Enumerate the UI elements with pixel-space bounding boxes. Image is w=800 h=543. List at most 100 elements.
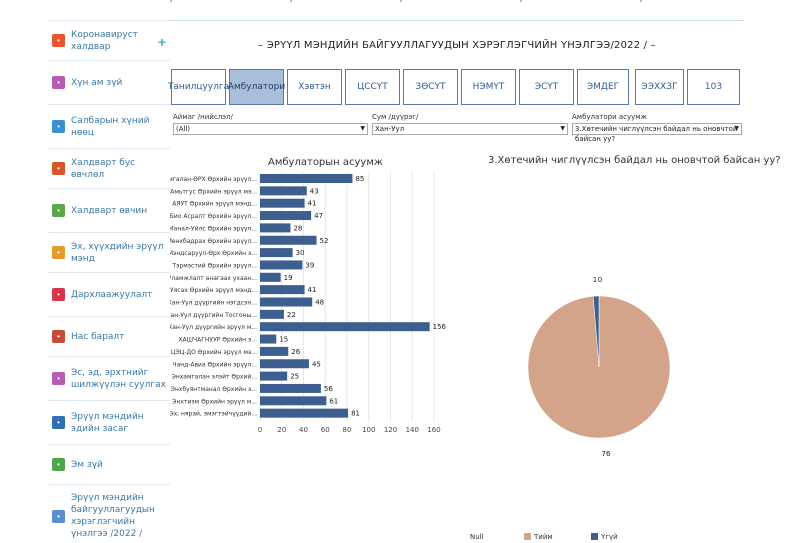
finance-icon: •	[52, 416, 65, 429]
category-label: Тэрмэстий Өрхийн эрүүл...	[171, 262, 257, 269]
pie-value-label: 76	[602, 450, 611, 458]
x-tick-label: 20	[277, 426, 286, 434]
sidebar-item-6[interactable]: • Эх, хүүхдийн эрүүл мэнд	[48, 233, 170, 273]
bar-value-label: 26	[291, 348, 300, 356]
category-label: Хан-Уул дүүргийн Тосгоны...	[170, 312, 257, 319]
bar-value-label: 30	[296, 249, 305, 257]
tab-5[interactable]: ЗӨСҮТ	[403, 69, 458, 105]
bar[interactable]	[260, 309, 284, 319]
filter-select-1[interactable]: (All) ▼	[173, 123, 368, 135]
expand-plus-icon[interactable]: +	[157, 34, 166, 50]
pie-chart-title: 3.Хөтечийн чиглүүлсэн байдал нь оновчтой…	[488, 155, 781, 166]
category-label: Амьтгус Өрхийн эрүүл мэ...	[170, 188, 257, 195]
filter-value: Хан-Уул	[375, 125, 405, 133]
legend-label: Үгүй	[600, 533, 618, 541]
sidebar-item-11[interactable]: • Эм зүй	[48, 445, 170, 485]
bar-value-label: 15	[279, 336, 288, 344]
sidebar-item-1[interactable]: • Коронавируст халдвар +	[48, 21, 170, 61]
legend-item[interactable]: Тийм	[524, 533, 553, 541]
bar[interactable]	[260, 359, 309, 369]
legend-item[interactable]: Үгүй	[591, 533, 618, 541]
bar-value-label: 48	[315, 299, 324, 307]
filter-label-1: Аймаг /нийслэл/	[173, 113, 233, 121]
category-label: Хан-Уул дүүргийн нэгдсэн...	[170, 300, 257, 307]
pie-slice[interactable]	[592, 295, 600, 368]
bar-value-label: 41	[308, 200, 317, 208]
bar[interactable]	[260, 383, 321, 393]
sidebar-item-3[interactable]: • Салбарын хүний нөөц	[48, 105, 170, 149]
bar[interactable]	[260, 334, 277, 344]
bar-value-label: 45	[312, 360, 321, 368]
tab-8[interactable]: ЭМДЕГ	[577, 69, 629, 105]
tab-9[interactable]: ЭЭХХЗГ	[635, 69, 684, 105]
bar[interactable]	[260, 396, 327, 406]
sidebar-item-label: Салбарын хүний нөөц	[71, 115, 150, 138]
category-label: АЯУТ Өрхийн эрүүл мэнд...	[172, 201, 257, 208]
sidebar-item-4[interactable]: • Халдварт бус өвчлөл	[48, 149, 170, 189]
category-label: Энхбуянтманал Өрхийн э...	[171, 386, 257, 393]
tab-4[interactable]: ЦССҮТ	[345, 69, 400, 105]
chevron-down-icon: ▼	[360, 125, 365, 132]
bar[interactable]	[260, 174, 353, 183]
tab-10[interactable]: 103	[687, 69, 740, 105]
bar[interactable]	[260, 346, 289, 356]
bar-value-label: 22	[287, 311, 296, 319]
sidebar-item-label: Коронавируст халдвар	[71, 29, 138, 52]
bar[interactable]	[260, 248, 293, 258]
bar[interactable]	[260, 211, 312, 221]
tab-3[interactable]: Хэвтэн	[287, 69, 342, 105]
sidebar-item-10[interactable]: • Эрүүл мэндийн эдийн засаг	[48, 401, 170, 445]
bar-value-label: 47	[314, 212, 323, 220]
category-label: Чанд-Авиа Өрхийн эрүүл...	[172, 361, 257, 368]
sidebar-item-label: Хүн ам зүй	[71, 77, 123, 88]
bar[interactable]	[260, 297, 313, 307]
bar-value-label: 61	[329, 397, 338, 405]
sidebar-item-label: Эрүүл мэндийн эдийн засаг	[71, 411, 144, 434]
bar[interactable]	[260, 260, 303, 270]
sidebar-item-7[interactable]: • Дархлаажуулалт	[48, 273, 170, 317]
tab-1[interactable]: Танилцуулга	[168, 69, 229, 105]
bar[interactable]	[260, 371, 288, 381]
bar[interactable]	[260, 235, 317, 245]
bar-value-label: 52	[320, 237, 329, 245]
sidebar-item-label: Халдварт бус өвчлөл	[71, 157, 136, 180]
filter-select-2[interactable]: Хан-Уул ▼	[372, 123, 568, 135]
sidebar-item-8[interactable]: • Нас баралт	[48, 317, 170, 357]
vaccine-icon: •	[52, 288, 65, 301]
filter-label-3: Амбулатори асуумж	[572, 113, 647, 121]
x-tick-label: 100	[362, 426, 375, 434]
filter-select-3[interactable]: 3.Хөтечийн чиглүүлсэн байдал нь оновчтой…	[572, 123, 742, 143]
bar[interactable]	[260, 408, 349, 418]
sidebar-item-label: Дархлаажуулалт	[71, 289, 153, 300]
bar-chart-title: Амбулаторын асуумж	[268, 157, 383, 168]
tab-7[interactable]: ЭСҮТ	[519, 69, 574, 105]
people-icon: •	[52, 76, 65, 89]
bar-value-label: 28	[293, 224, 302, 232]
tab-6[interactable]: НЭМҮТ	[461, 69, 516, 105]
category-label: Био Асралт Өрхийн эрүүл...	[170, 213, 257, 220]
bar[interactable]	[260, 272, 281, 282]
bar[interactable]	[260, 198, 305, 208]
sidebar-item-9[interactable]: • Эс, эд, эрхтнийг шилжүүлэн суулгах	[48, 357, 170, 401]
content-divider	[170, 20, 744, 21]
category-label: ХАШЧАГНУУР Өрхийн э...	[178, 337, 257, 344]
legend-swatch	[591, 533, 598, 540]
filter-value: 3.Хөтечийн чиглүүлсэн байдал нь оновчтой…	[575, 125, 738, 143]
bar[interactable]	[260, 223, 291, 233]
sidebar-item-2[interactable]: • Хүн ам зүй	[48, 61, 170, 105]
staff-icon: •	[52, 120, 65, 133]
bar-value-label: 19	[284, 274, 293, 282]
bar[interactable]	[260, 322, 430, 332]
heart-icon: •	[52, 162, 65, 175]
sidebar-item-12[interactable]: • Эрүүл мэндийн байгууллагуудын хэрэглэгч…	[48, 485, 170, 543]
bar[interactable]	[260, 285, 305, 295]
sidebar-item-5[interactable]: • Халдварт өвчин	[48, 189, 170, 233]
bar[interactable]	[260, 186, 307, 196]
bar-value-label: 43	[310, 187, 319, 195]
legend-label: Тийм	[533, 533, 553, 541]
legend-item[interactable]: Null	[470, 533, 484, 541]
tab-2[interactable]: Амбулатори	[228, 69, 285, 105]
category-label: Эх, нярай, эмэгтэйчүүдий...	[170, 411, 257, 418]
category-label: Энхамгалан элэйт Өрхий...	[172, 374, 257, 381]
pill-icon: •	[52, 458, 65, 471]
